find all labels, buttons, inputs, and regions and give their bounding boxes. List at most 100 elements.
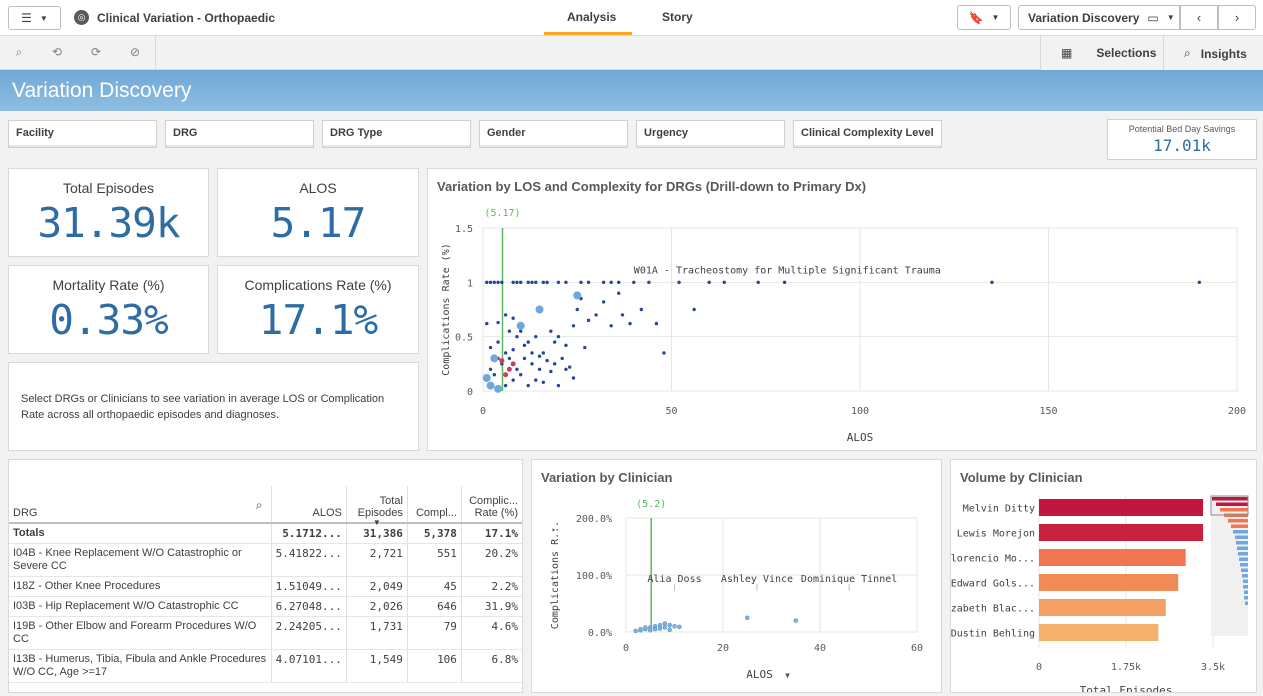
step-back-icon[interactable]: ⟲	[51, 45, 63, 59]
clinician-scatter-panel[interactable]: Variation by Clinician 0 20 40 60 0.0% 100.0%…	[531, 459, 942, 693]
kpi-complications-rate[interactable]: Complications Rate (%) 17.1%	[217, 265, 419, 354]
drg-scatter-panel[interactable]: Variation by LOS and Complexity for DRGs…	[427, 168, 1257, 451]
bar	[1039, 549, 1186, 566]
insights-button[interactable]: ⌕ Insights	[1184, 46, 1247, 61]
bar	[1039, 574, 1179, 591]
magnifier-icon[interactable]: ⌕	[255, 498, 263, 512]
column-header-drg[interactable]: DRG ⌕	[9, 486, 272, 524]
clear-selections-icon[interactable]: ⊘	[129, 45, 141, 59]
table-cell: 31,386	[346, 523, 408, 544]
chevron-down-icon: ▼	[785, 671, 790, 680]
smart-search-icon[interactable]: ⌕	[15, 45, 23, 59]
table-cell: 5.41822...	[271, 543, 347, 577]
data-point	[643, 625, 648, 630]
x-tick-label: 0	[480, 406, 486, 417]
filter-clinical-complexity[interactable]: Clinical Complexity Level	[793, 120, 942, 148]
navigation-menu-button[interactable]: ☰ ▼	[8, 6, 61, 30]
filter-gender[interactable]: Gender	[479, 120, 628, 148]
filter-facility[interactable]: Facility	[8, 120, 157, 148]
data-point	[500, 362, 504, 366]
column-header-total-episodes[interactable]: Total Episodes ▼	[346, 486, 408, 527]
mini-bar	[1212, 497, 1248, 501]
data-point	[519, 329, 523, 333]
column-header-complication-rate[interactable]: Complic... Rate (%)	[461, 486, 522, 524]
insights-label: Insights	[1200, 46, 1247, 61]
table-row[interactable]: I13B - Humerus, Tibia, Fibula and Ankle …	[9, 649, 522, 683]
data-point	[507, 356, 512, 361]
table-row[interactable]: I03B - Hip Replacement W/O Catastrophic …	[9, 596, 522, 617]
previous-sheet-button[interactable]: ‹	[1180, 5, 1218, 30]
mini-bar	[1236, 541, 1248, 545]
mini-bar	[1237, 546, 1248, 550]
data-point	[515, 367, 519, 371]
table-row[interactable]: I18Z - Other Knee Procedures 1.51049... …	[9, 576, 522, 597]
tab-story[interactable]: Story	[662, 10, 693, 24]
kpi-mortality-rate[interactable]: Mortality Rate (%) 0.33%	[8, 265, 209, 354]
y-tick-label: 1.5	[455, 224, 473, 235]
column-header-alos[interactable]: ALOS	[271, 486, 347, 524]
mini-bar	[1235, 535, 1248, 539]
sheet-selector-button[interactable]: Variation Discovery ▭ ▼	[1018, 5, 1180, 30]
table-cell: 20.2%	[461, 543, 522, 577]
tab-analysis[interactable]: Analysis	[567, 10, 617, 24]
data-point	[632, 280, 636, 285]
help-text: Select DRGs or Clinicians to see variati…	[21, 393, 385, 421]
data-point	[500, 280, 504, 285]
app-title: Clinical Variation - Orthopaedic	[97, 11, 276, 25]
insights-icon: ⌕	[1184, 46, 1191, 60]
next-sheet-button[interactable]: ›	[1218, 5, 1256, 30]
drg-scatter-chart[interactable]: 0 50 100 150 200 0 0.5 1 1.5 (5.17) W01A - Tracheo…	[428, 169, 1256, 450]
kpi-total-episodes[interactable]: Total Episodes 31.39k	[8, 168, 209, 257]
filter-urgency[interactable]: Urgency	[636, 120, 785, 148]
data-point	[556, 280, 561, 285]
data-point	[560, 356, 564, 361]
data-point	[519, 373, 523, 377]
data-point	[534, 334, 538, 339]
bed-day-savings-kpi[interactable]: Potential Bed Day Savings 17.01k	[1107, 119, 1257, 160]
bookmark-button[interactable]: 🔖 ▼	[957, 5, 1011, 30]
column-header-complications[interactable]: Compl...	[407, 486, 462, 524]
x-axis-label: ALOS	[847, 431, 874, 444]
data-point	[549, 329, 553, 333]
x-tick-label: 200	[1228, 406, 1246, 417]
data-point	[496, 340, 500, 344]
data-point	[511, 316, 515, 320]
kpi-alos[interactable]: ALOS 5.17	[217, 168, 419, 257]
clinician-label: Ashley Vince	[721, 574, 793, 585]
x-tick-label: 150	[1039, 406, 1057, 417]
selections-button[interactable]: ▦ Selections	[1061, 46, 1156, 60]
data-point	[515, 280, 519, 285]
data-point	[488, 345, 493, 350]
bar-category-label: Lewis Morejon	[957, 529, 1035, 540]
data-point	[511, 348, 515, 352]
kpi-value: 31.39k	[37, 199, 180, 247]
drg-table-panel[interactable]: DRG ⌕ ALOS Total Episodes ▼ Compl... Com…	[8, 459, 523, 693]
table-row[interactable]: I19B - Other Elbow and Forearm Procedure…	[9, 616, 522, 650]
data-point	[526, 280, 530, 285]
step-forward-icon[interactable]: ⟳	[90, 45, 102, 59]
volume-bar-chart[interactable]: 0 1.75k 3.5k Melvin Ditty Lewis Morejon Flore…	[951, 460, 1256, 692]
table-cell: 6.8%	[461, 649, 522, 683]
x-tick-label: 60	[911, 643, 923, 654]
filter-drg[interactable]: DRG	[165, 120, 314, 148]
hamburger-icon: ☰	[21, 11, 32, 25]
help-text-panel: Select DRGs or Clinicians to see variati…	[8, 362, 419, 451]
clinician-scatter-chart[interactable]: 0 20 40 60 0.0% 100.0% 200.0% (5.2) Alia Doss Ash…	[532, 460, 941, 692]
data-point	[620, 313, 625, 317]
data-point	[496, 280, 500, 285]
data-point	[1197, 280, 1201, 285]
volume-by-clinician-panel[interactable]: Volume by Clinician 0 1.75k 3.5k Melvin Dit…	[950, 459, 1257, 693]
bar-category-label: Florencio Mo...	[951, 554, 1035, 565]
y-tick-label: 1	[467, 278, 473, 289]
data-point	[990, 280, 994, 285]
mini-bar	[1243, 579, 1248, 583]
data-point	[530, 351, 534, 355]
data-point	[568, 365, 572, 369]
table-cell: I03B - Hip Replacement W/O Catastrophic …	[9, 596, 272, 617]
y-tick-label: 0.5	[455, 333, 473, 344]
table-row[interactable]: I04B - Knee Replacement W/O Catastrophic…	[9, 543, 522, 577]
mini-bar	[1242, 574, 1248, 578]
data-point	[537, 367, 542, 371]
filter-drg-type[interactable]: DRG Type	[322, 120, 471, 148]
table-cell: 5,378	[407, 523, 462, 544]
